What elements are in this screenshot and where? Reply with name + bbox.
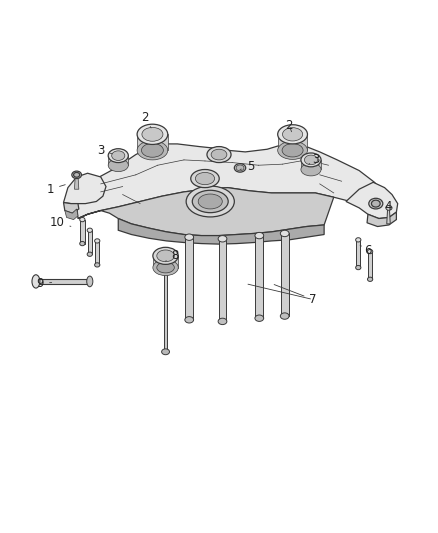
Polygon shape xyxy=(65,209,78,220)
Ellipse shape xyxy=(80,217,85,222)
Ellipse shape xyxy=(162,349,170,355)
Polygon shape xyxy=(153,256,178,268)
Text: 1: 1 xyxy=(46,183,65,196)
Text: 6: 6 xyxy=(360,244,372,257)
Ellipse shape xyxy=(141,143,163,157)
Ellipse shape xyxy=(367,277,373,281)
Ellipse shape xyxy=(186,186,234,217)
Text: 3: 3 xyxy=(97,144,112,157)
Ellipse shape xyxy=(198,194,222,209)
Ellipse shape xyxy=(95,263,100,267)
Ellipse shape xyxy=(108,149,128,163)
Ellipse shape xyxy=(142,127,163,141)
Ellipse shape xyxy=(356,238,361,242)
Polygon shape xyxy=(368,252,372,279)
Polygon shape xyxy=(64,203,79,213)
Polygon shape xyxy=(346,182,398,219)
Polygon shape xyxy=(185,237,193,320)
Polygon shape xyxy=(281,233,289,316)
Ellipse shape xyxy=(280,313,289,319)
Ellipse shape xyxy=(108,159,128,172)
Ellipse shape xyxy=(157,262,174,273)
Ellipse shape xyxy=(282,144,303,157)
Polygon shape xyxy=(137,134,168,150)
Polygon shape xyxy=(34,279,90,284)
Ellipse shape xyxy=(137,124,168,144)
Ellipse shape xyxy=(137,141,168,160)
Ellipse shape xyxy=(112,151,125,160)
Polygon shape xyxy=(356,240,360,268)
Polygon shape xyxy=(301,160,321,169)
Text: 7: 7 xyxy=(274,285,317,306)
Ellipse shape xyxy=(153,247,178,264)
Text: 10: 10 xyxy=(49,216,71,229)
Ellipse shape xyxy=(87,252,92,256)
Ellipse shape xyxy=(278,125,307,144)
Ellipse shape xyxy=(74,172,80,177)
Ellipse shape xyxy=(95,239,100,243)
Ellipse shape xyxy=(207,147,231,163)
Text: 8: 8 xyxy=(166,249,179,262)
Ellipse shape xyxy=(255,315,264,321)
Polygon shape xyxy=(118,219,324,244)
Ellipse shape xyxy=(218,318,227,325)
Ellipse shape xyxy=(32,275,40,288)
Ellipse shape xyxy=(236,165,244,171)
Ellipse shape xyxy=(371,200,380,207)
Polygon shape xyxy=(78,188,334,236)
Ellipse shape xyxy=(185,234,194,240)
Ellipse shape xyxy=(211,149,227,160)
Ellipse shape xyxy=(304,155,318,165)
Ellipse shape xyxy=(185,317,194,323)
Ellipse shape xyxy=(191,169,219,188)
Text: 2: 2 xyxy=(141,111,151,128)
Polygon shape xyxy=(164,268,167,352)
Ellipse shape xyxy=(283,127,303,141)
Text: 2: 2 xyxy=(285,119,293,132)
Polygon shape xyxy=(108,156,128,165)
Text: 3: 3 xyxy=(309,154,320,166)
Polygon shape xyxy=(387,208,390,224)
Polygon shape xyxy=(80,220,85,244)
Ellipse shape xyxy=(87,228,92,232)
Ellipse shape xyxy=(386,205,392,211)
Ellipse shape xyxy=(278,141,307,159)
Ellipse shape xyxy=(72,171,81,179)
Polygon shape xyxy=(255,236,263,318)
Polygon shape xyxy=(74,175,79,189)
Polygon shape xyxy=(64,173,106,204)
Text: 5: 5 xyxy=(240,160,254,173)
Ellipse shape xyxy=(369,198,383,209)
Ellipse shape xyxy=(255,232,264,239)
Polygon shape xyxy=(88,230,92,254)
Ellipse shape xyxy=(80,241,85,246)
Ellipse shape xyxy=(234,164,246,172)
Polygon shape xyxy=(278,134,307,150)
Polygon shape xyxy=(219,239,226,321)
Polygon shape xyxy=(367,212,396,227)
Ellipse shape xyxy=(153,260,178,276)
Ellipse shape xyxy=(301,163,321,176)
Polygon shape xyxy=(95,241,99,265)
Text: 4: 4 xyxy=(381,200,392,213)
Ellipse shape xyxy=(218,236,227,242)
Ellipse shape xyxy=(356,265,361,270)
Ellipse shape xyxy=(195,173,215,185)
Ellipse shape xyxy=(280,230,289,237)
Ellipse shape xyxy=(157,250,174,262)
Ellipse shape xyxy=(367,249,373,254)
Ellipse shape xyxy=(87,276,93,287)
Polygon shape xyxy=(77,144,383,219)
Ellipse shape xyxy=(301,153,321,167)
Ellipse shape xyxy=(192,190,228,213)
Text: 9: 9 xyxy=(36,277,52,290)
